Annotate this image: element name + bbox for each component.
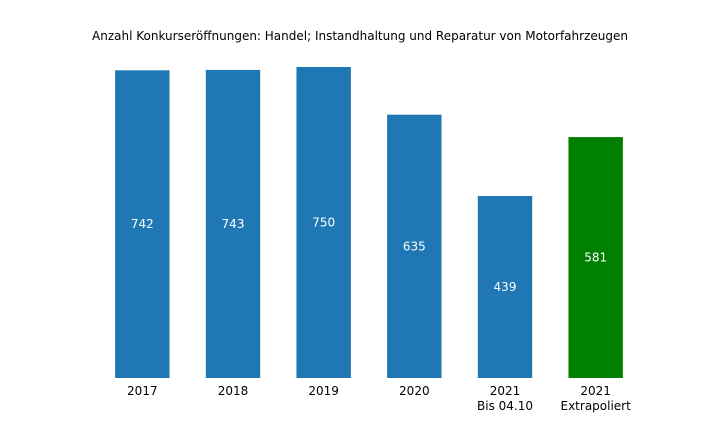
x-tick-label-1-line-0: 2018 — [218, 384, 249, 398]
x-tick-label-1: 2018 — [218, 384, 249, 398]
bar-0 — [115, 70, 170, 378]
x-tick-label-5: 2021 Extrapoliert — [561, 384, 632, 413]
x-tick-label-2-line-0: 2019 — [308, 384, 339, 398]
data-label-4: 439 — [494, 280, 517, 294]
bar-5 — [568, 137, 623, 378]
x-tick-label-0: 2017 — [127, 384, 158, 398]
data-label-2: 750 — [312, 216, 335, 230]
data-label-5: 581 — [584, 251, 607, 265]
data-label-0: 742 — [131, 217, 154, 231]
x-tick-label-0-line-0: 2017 — [127, 384, 158, 398]
x-tick-label-3: 2020 — [399, 384, 430, 398]
x-tick-label-3-line-0: 2020 — [399, 384, 430, 398]
chart-title: Anzahl Konkurseröffnungen: Handel; Insta… — [92, 29, 628, 43]
x-tick-label-5-line-1: Extrapoliert — [561, 399, 632, 413]
data-label-3: 635 — [403, 239, 426, 253]
data-labels: 742 743 750 635 439 581 — [131, 216, 607, 294]
x-tick-label-4-line-0: 2021 — [490, 384, 521, 398]
bar-4 — [477, 195, 533, 378]
x-tick-label-4-line-1: Bis 04.10 — [477, 399, 533, 413]
bar-2 — [296, 67, 351, 378]
bars-group — [115, 67, 623, 379]
bar-3 — [387, 114, 442, 378]
x-tick-label-2: 2019 — [308, 384, 339, 398]
data-label-1: 743 — [222, 217, 245, 231]
bar-1 — [205, 69, 261, 379]
x-tick-label-4: 2021 Bis 04.10 — [477, 384, 533, 413]
x-tick-label-5-line-0: 2021 — [580, 384, 611, 398]
